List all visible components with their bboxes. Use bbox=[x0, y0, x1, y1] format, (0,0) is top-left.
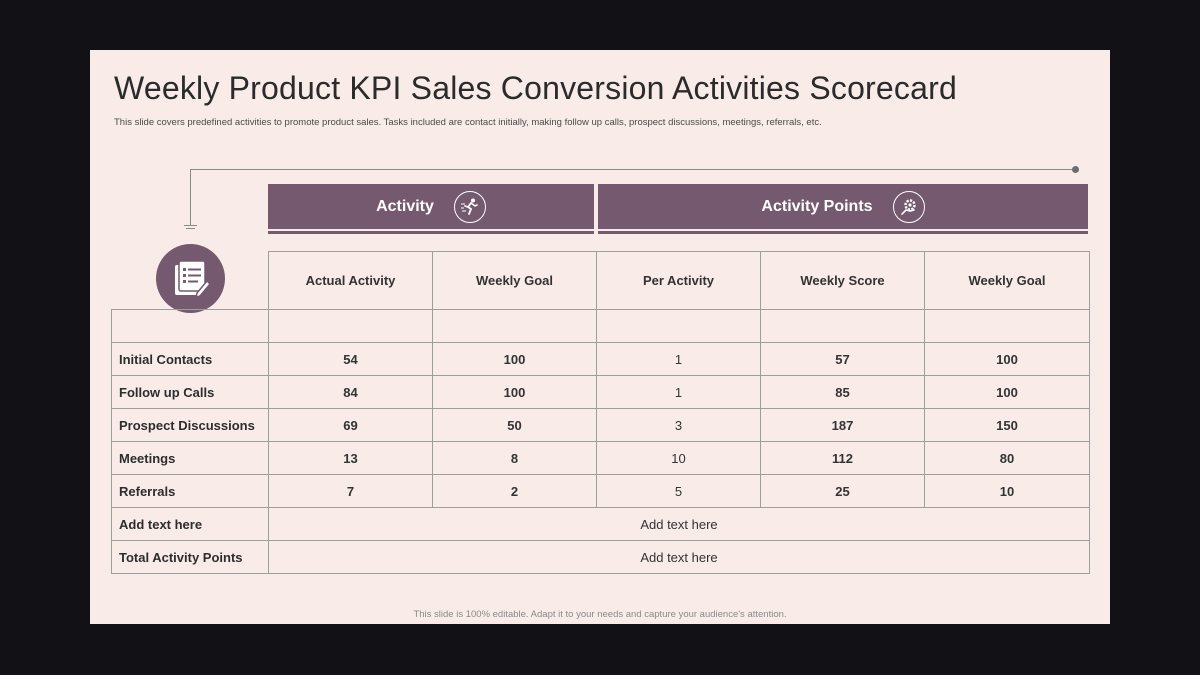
activity-group-header: Activity bbox=[268, 184, 594, 229]
activity-header-rule bbox=[268, 231, 594, 234]
per-activity-value: 10 bbox=[596, 441, 761, 475]
clipboard-checklist-icon bbox=[156, 244, 225, 313]
weekly-score-value: 85 bbox=[760, 375, 925, 409]
col-weekly-score: Weekly Score bbox=[760, 251, 925, 310]
row-label: Meetings bbox=[111, 441, 269, 475]
placeholder-text[interactable]: Add text here bbox=[268, 507, 1090, 541]
per-activity-value: 5 bbox=[596, 474, 761, 508]
points-goal-value: 80 bbox=[924, 441, 1090, 475]
gear-hand-icon bbox=[892, 190, 925, 223]
table-row: Referrals 7 2 5 25 10 bbox=[111, 474, 1090, 508]
blank-cell bbox=[268, 309, 433, 343]
connector-line bbox=[190, 169, 1075, 170]
connector-foot bbox=[184, 225, 197, 226]
col-per-activity: Per Activity bbox=[596, 251, 761, 310]
col-weekly-goal: Weekly Goal bbox=[432, 251, 597, 310]
points-goal-value: 150 bbox=[924, 408, 1090, 442]
blank-cell bbox=[596, 309, 761, 343]
weekly-goal-value: 50 bbox=[432, 408, 597, 442]
blank-cell bbox=[111, 309, 269, 343]
points-header-rule bbox=[598, 231, 1088, 234]
actual-activity-value: 69 bbox=[268, 408, 433, 442]
row-label: Total Activity Points bbox=[111, 540, 269, 574]
weekly-goal-value: 8 bbox=[432, 441, 597, 475]
slide: Weekly Product KPI Sales Conversion Acti… bbox=[90, 50, 1110, 624]
table-row: Initial Contacts 54 100 1 57 100 bbox=[111, 342, 1090, 376]
points-goal-value: 100 bbox=[924, 342, 1090, 376]
row-label: Referrals bbox=[111, 474, 269, 508]
table-row: Total Activity Points Add text here bbox=[111, 540, 1090, 574]
weekly-score-value: 112 bbox=[760, 441, 925, 475]
points-group-label: Activity Points bbox=[761, 197, 873, 215]
placeholder-text[interactable]: Add text here bbox=[268, 540, 1090, 574]
column-header-row: Actual Activity Weekly Goal Per Activity… bbox=[112, 251, 1090, 310]
per-activity-value: 3 bbox=[596, 408, 761, 442]
points-group-header: Activity Points bbox=[598, 184, 1088, 229]
weekly-goal-value: 100 bbox=[432, 342, 597, 376]
weekly-score-value: 57 bbox=[760, 342, 925, 376]
blank-cell bbox=[924, 309, 1090, 343]
weekly-goal-value: 2 bbox=[432, 474, 597, 508]
activity-group-label: Activity bbox=[376, 197, 434, 215]
per-activity-value: 1 bbox=[596, 342, 761, 376]
per-activity-value: 1 bbox=[596, 375, 761, 409]
weekly-score-value: 25 bbox=[760, 474, 925, 508]
row-label: Initial Contacts bbox=[111, 342, 269, 376]
actual-activity-value: 54 bbox=[268, 342, 433, 376]
slide-title: Weekly Product KPI Sales Conversion Acti… bbox=[114, 70, 957, 106]
points-goal-value: 100 bbox=[924, 375, 1090, 409]
scorecard-table: Actual Activity Weekly Goal Per Activity… bbox=[111, 251, 1090, 574]
header-corner bbox=[112, 252, 269, 310]
slide-footer: This slide is 100% editable. Adapt it to… bbox=[413, 609, 787, 620]
slide-subtitle: This slide covers predefined activities … bbox=[114, 117, 822, 128]
blank-cell bbox=[432, 309, 597, 343]
row-label: Follow up Calls bbox=[111, 375, 269, 409]
weekly-score-value: 187 bbox=[760, 408, 925, 442]
connector-dot bbox=[1072, 166, 1079, 173]
row-label: Add text here bbox=[111, 507, 269, 541]
actual-activity-value: 7 bbox=[268, 474, 433, 508]
table-row: Meetings 13 8 10 112 80 bbox=[111, 441, 1090, 475]
table-row: Add text here Add text here bbox=[111, 507, 1090, 541]
blank-row bbox=[111, 309, 1090, 343]
table-row: Follow up Calls 84 100 1 85 100 bbox=[111, 375, 1090, 409]
actual-activity-value: 13 bbox=[268, 441, 433, 475]
col-points-weekly-goal: Weekly Goal bbox=[924, 251, 1090, 310]
col-actual-activity: Actual Activity bbox=[268, 251, 433, 310]
connector-drop bbox=[190, 169, 191, 225]
weekly-goal-value: 100 bbox=[432, 375, 597, 409]
actual-activity-value: 84 bbox=[268, 375, 433, 409]
running-person-icon bbox=[453, 190, 486, 223]
blank-cell bbox=[760, 309, 925, 343]
connector-foot-small bbox=[186, 228, 195, 229]
points-goal-value: 10 bbox=[924, 474, 1090, 508]
row-label: Prospect Discussions bbox=[111, 408, 269, 442]
table-row: Prospect Discussions 69 50 3 187 150 bbox=[111, 408, 1090, 442]
